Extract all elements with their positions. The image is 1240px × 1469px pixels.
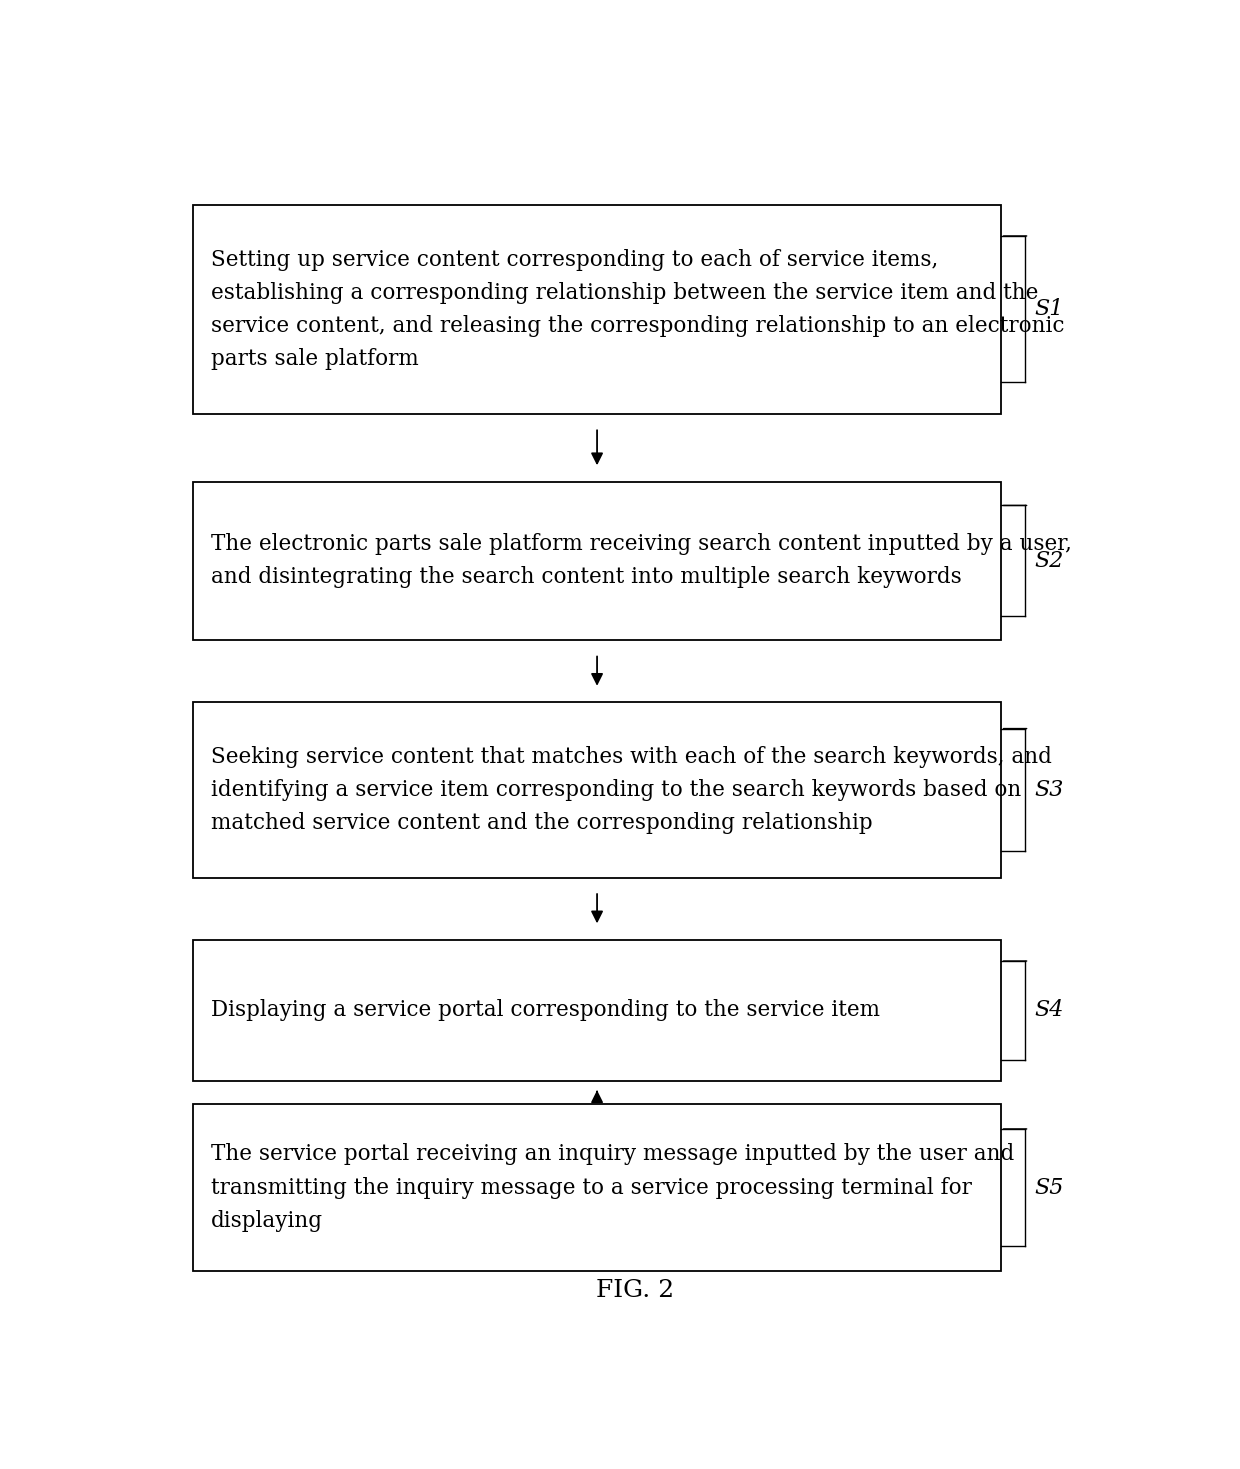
Text: FIG. 2: FIG. 2 bbox=[596, 1279, 675, 1302]
Bar bbox=[193, 702, 1001, 877]
Text: Seeking service content that matches with each of the search keywords, and
ident: Seeking service content that matches wit… bbox=[211, 746, 1052, 834]
Text: S5: S5 bbox=[1034, 1177, 1064, 1199]
Text: Setting up service content corresponding to each of service items,
establishing : Setting up service content corresponding… bbox=[211, 248, 1064, 370]
Text: S3: S3 bbox=[1034, 779, 1064, 801]
Text: S4: S4 bbox=[1034, 999, 1064, 1021]
Bar bbox=[193, 482, 1001, 640]
Bar bbox=[193, 1103, 1001, 1271]
Text: S2: S2 bbox=[1034, 549, 1064, 571]
Text: The service portal receiving an inquiry message inputted by the user and
transmi: The service portal receiving an inquiry … bbox=[211, 1143, 1014, 1231]
Bar bbox=[193, 940, 1001, 1081]
Bar bbox=[193, 204, 1001, 414]
Text: The electronic parts sale platform receiving search content inputted by a user,
: The electronic parts sale platform recei… bbox=[211, 533, 1071, 589]
Text: S1: S1 bbox=[1034, 298, 1064, 320]
Text: Displaying a service portal corresponding to the service item: Displaying a service portal correspondin… bbox=[211, 999, 879, 1021]
